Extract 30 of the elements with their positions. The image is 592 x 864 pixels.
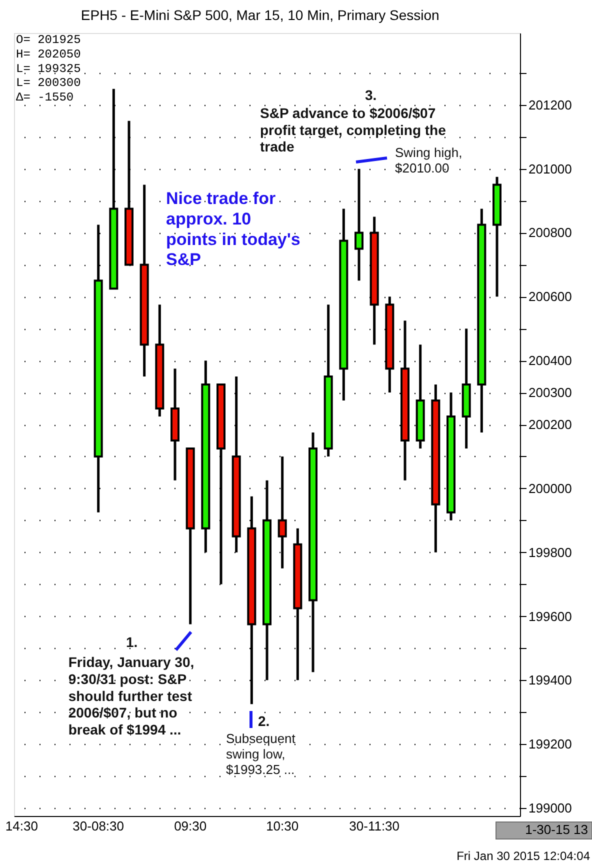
y-tick-label: 201000 [528, 161, 572, 176]
x-tick-label: 09:30 [174, 818, 207, 834]
candlestick [354, 168, 364, 282]
x-tick-label: 30-08:30 [72, 818, 124, 834]
y-tick-label: 199800 [528, 544, 572, 560]
y-tick-label: 199000 [528, 800, 572, 816]
y-tick-label: 201200 [528, 97, 572, 112]
annotation: 2. [258, 713, 270, 729]
annotation: Friday, January 30, 9:30/31 post: S&P should further test 2006/$07, but no break of $1994 ... [68, 654, 194, 738]
y-tick-label: 200600 [528, 289, 572, 304]
y-tick-label: 200300 [528, 385, 572, 400]
y-tick-label: 200000 [528, 480, 572, 496]
text: 1-30-15 13 [525, 822, 588, 837]
y-tick-label: 199200 [528, 736, 572, 752]
y-tick-label: 200800 [528, 225, 572, 240]
y-tick-label: 200200 [528, 417, 572, 432]
annotation: Subsequent swing low, $1993.25 ... [226, 731, 296, 778]
annotation: 1. [126, 634, 138, 650]
text: Fri Jan 30 2015 12:04:04 [456, 849, 590, 863]
x-tick-label: 14:30 [5, 818, 38, 834]
annotation: 3. [365, 87, 377, 103]
x-tick-label: 30-11:30 [349, 818, 400, 834]
y-tick-label: 199400 [528, 672, 572, 688]
annotation: Swing high, $2010.00 [395, 145, 462, 176]
x-tick-label: 10:30 [266, 818, 299, 834]
annotation: Nice trade for approx. 10 points in today's S&P [166, 189, 300, 270]
y-tick-label: 199600 [528, 608, 572, 624]
annotation: O= 201925 H= 202050 L= 199325 L= 200300 Δ= -1550 [16, 33, 81, 105]
y-tick-label: 200400 [528, 353, 572, 368]
chart-title: EPH5 - E-Mini S&P 500, Mar 15, 10 Min, Primary Session [80, 7, 440, 23]
